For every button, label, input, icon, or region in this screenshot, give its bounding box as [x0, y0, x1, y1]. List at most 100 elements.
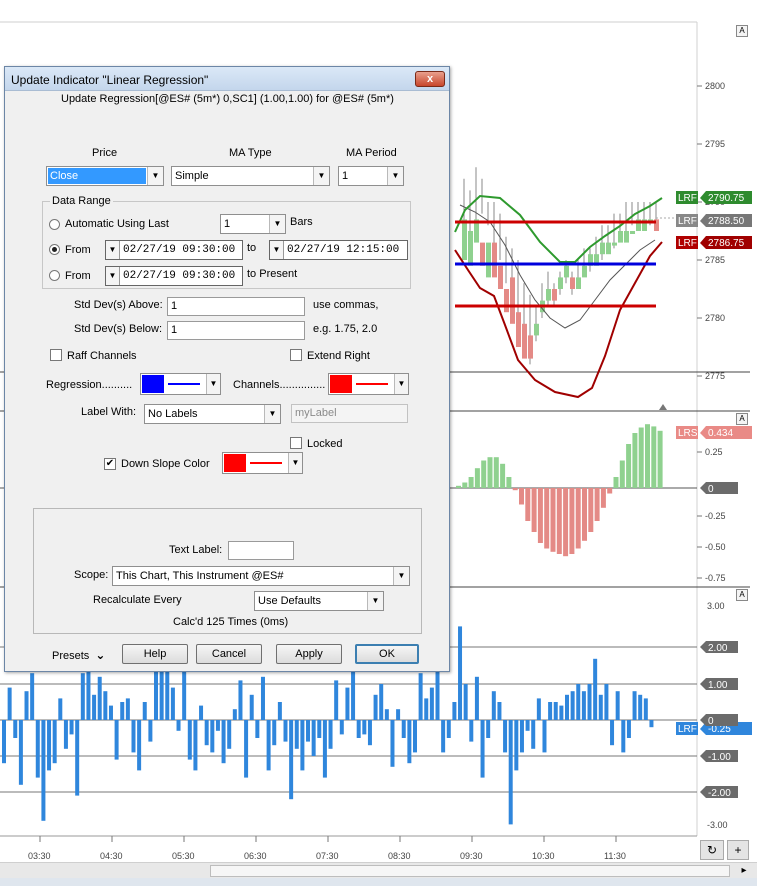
apply-button[interactable]: Apply — [276, 644, 342, 664]
price-select[interactable]: Close ▼ — [46, 166, 164, 186]
label-with-label: Label With: — [81, 406, 137, 418]
slope-tag-label-bg — [676, 426, 698, 439]
auto-bars-select[interactable]: 1 ▼ — [220, 214, 286, 234]
price-label: Price — [92, 147, 118, 159]
ma-type-select[interactable]: Simple ▼ — [171, 166, 330, 186]
vol-tick-label: -3.00 — [707, 820, 728, 830]
raff-channels-label: Raff Channels — [67, 350, 137, 362]
presets-label: Presets — [52, 650, 90, 662]
text-label-input[interactable] — [228, 541, 294, 560]
vol-zero-tag-bg — [700, 714, 738, 726]
close-button[interactable]: x — [415, 71, 445, 87]
raff-channels-checkbox[interactable] — [50, 349, 62, 361]
volume-pane-autoscale-button[interactable]: A — [736, 589, 748, 601]
automatic-radio[interactable] — [49, 219, 60, 230]
to-present-label: to Present — [247, 268, 298, 280]
regression-tag-label-bg — [676, 214, 698, 227]
candle-body — [468, 231, 473, 266]
volume-bar — [300, 720, 305, 771]
my-label-input[interactable]: myLabel — [291, 404, 408, 423]
candle-body — [516, 312, 521, 347]
oscillator-pane-autoscale-button[interactable]: A — [736, 413, 748, 425]
recalculate-select[interactable]: Use Defaults ▼ — [254, 591, 384, 611]
volume-bar — [339, 720, 344, 735]
slope-bar — [563, 488, 569, 557]
volume-bar — [474, 676, 479, 720]
ok-button[interactable]: OK — [355, 644, 419, 664]
help-button[interactable]: Help — [122, 644, 188, 664]
volume-bar — [401, 720, 406, 738]
channels-color-swatch — [330, 375, 352, 393]
regression-color-picker[interactable]: ▼ — [140, 373, 221, 395]
vol-one-tag: 1.00 — [708, 680, 728, 691]
volume-bar — [519, 720, 524, 753]
volume-bar — [125, 698, 130, 720]
std-below-input[interactable]: 1 — [167, 321, 305, 340]
volume-bar — [92, 694, 97, 720]
ma-period-label: MA Period — [346, 147, 397, 159]
scope-select[interactable]: This Chart, This Instrument @ES# ▼ — [112, 566, 410, 586]
lower-channel-curve — [454, 241, 663, 399]
std-above-label: Std Dev(s) Above: — [74, 299, 163, 311]
volume-bar — [356, 720, 361, 738]
vol-one-tag-bg — [700, 678, 738, 690]
candle-body — [528, 335, 533, 359]
lower-channel-tag-value: 2786.75 — [708, 238, 745, 249]
volume-bar — [199, 705, 204, 720]
reload-icon[interactable]: ↻ — [700, 840, 724, 860]
channels-color-picker[interactable]: ▼ — [328, 373, 409, 395]
down-slope-color-picker[interactable]: ▼ — [222, 452, 303, 474]
volume-bar — [536, 698, 541, 720]
ma-period-select[interactable]: 1 ▼ — [338, 166, 404, 186]
candle-body — [582, 265, 587, 278]
horizontal-scrollbar[interactable]: ▸ — [0, 862, 757, 878]
time-tick-label: 08:30 — [388, 851, 411, 861]
volume-bar — [260, 676, 265, 720]
std-above-input[interactable]: 1 — [167, 297, 305, 316]
candle-body — [624, 231, 629, 243]
label-with-select[interactable]: No Labels ▼ — [144, 404, 281, 424]
volume-bar — [514, 720, 519, 771]
vol-two-tag: 2.00 — [708, 643, 728, 654]
upper-channel-tag-label-bg — [676, 191, 698, 204]
volume-bar — [187, 720, 192, 760]
volume-bar — [604, 684, 609, 720]
chevron-down-icon[interactable]: ▼ — [106, 241, 120, 259]
vol-tick-label: 3.00 — [707, 601, 725, 611]
scroll-right-icon[interactable]: ▸ — [741, 865, 747, 876]
bottom-strip — [0, 878, 757, 886]
price-pane-autoscale-button[interactable]: A — [736, 25, 748, 37]
chevron-down-icon[interactable]: ▼ — [106, 267, 120, 285]
volume-bar — [407, 720, 412, 764]
extend-right-checkbox[interactable] — [290, 349, 302, 361]
locked-checkbox[interactable] — [290, 437, 302, 449]
add-pane-button[interactable]: + — [727, 840, 749, 860]
presets-button[interactable]: Presets ⌄ — [52, 648, 105, 662]
scrollbar-thumb[interactable] — [210, 865, 730, 877]
volume-bar — [412, 720, 417, 753]
candle-body — [498, 265, 503, 289]
volume-bar — [441, 720, 446, 753]
time-tick-label: 09:30 — [460, 851, 483, 861]
slope-bar — [619, 460, 625, 488]
volume-bar — [458, 626, 463, 720]
down-slope-checkbox[interactable]: ✔ — [104, 458, 116, 470]
dialog-titlebar[interactable]: Update Indicator "Linear Regression" x — [5, 67, 449, 91]
volume-bar — [18, 720, 23, 785]
chevron-down-icon: ▼ — [367, 592, 383, 610]
cancel-button[interactable]: Cancel — [196, 644, 262, 664]
chevron-down-icon[interactable]: ▼ — [270, 241, 284, 259]
volume-bar — [581, 691, 586, 720]
pane-caret-icon — [659, 404, 667, 410]
to-date-field[interactable]: ▼ 02/27/19 12:15:00 — [269, 240, 408, 260]
from-radio[interactable] — [49, 244, 60, 255]
volume-bar — [137, 720, 142, 771]
volume-bar — [396, 709, 401, 720]
channels-line-sample — [356, 383, 388, 385]
from-present-date-field[interactable]: ▼ 02/27/19 09:30:00 — [105, 266, 243, 286]
volume-bar — [542, 720, 547, 753]
from-present-radio[interactable] — [49, 270, 60, 281]
from-date-field[interactable]: ▼ 02/27/19 09:30:00 — [105, 240, 243, 260]
